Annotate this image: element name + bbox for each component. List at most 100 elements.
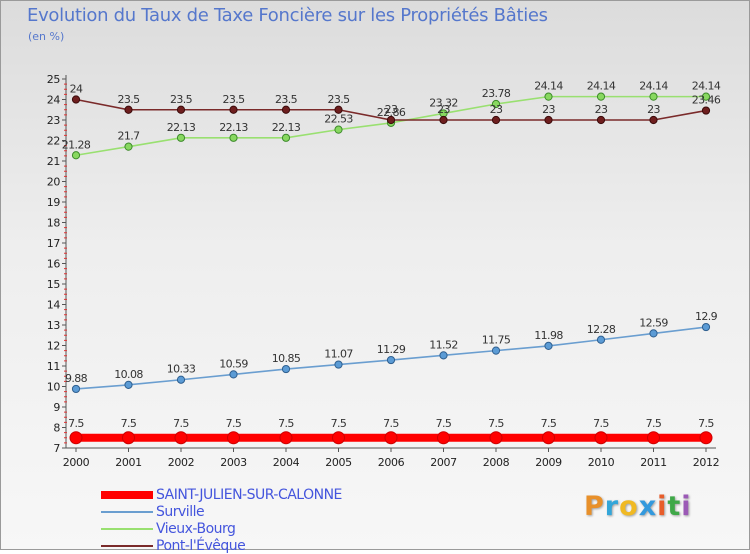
x-tick-label: 2009 — [535, 456, 562, 469]
data-point — [491, 99, 501, 109]
data-label: 23.46 — [692, 94, 721, 107]
data-point — [227, 431, 240, 445]
y-tick-label: 14 — [47, 299, 61, 312]
data-point — [281, 133, 291, 142]
brand-letter: i — [657, 491, 668, 522]
x-tick-label: 2012 — [693, 456, 719, 469]
data-label: 11.52 — [429, 338, 458, 351]
data-point — [439, 351, 448, 360]
data-point — [647, 431, 660, 445]
legend-swatch — [101, 527, 153, 530]
data-label: 23.78 — [482, 87, 511, 100]
data-label: 21.7 — [117, 130, 140, 143]
data-label: 7.5 — [173, 417, 189, 430]
data-label: 12.9 — [695, 310, 718, 323]
data-label: 23 — [647, 103, 660, 116]
series-pont-l-v-que: 24 23.5 23.5 23.5 23.5 23.5 23 23 23 23 23 23 23.46 — [70, 83, 721, 125]
legend-item: Surville — [101, 503, 342, 520]
data-point — [491, 346, 501, 355]
x-tick-label: 2001 — [115, 456, 141, 469]
axes-group: 7 8 9 10 11 12 13 14 15 16 17 18 19 20 21 22 23 24 25 2000 2… — [47, 73, 720, 469]
data-label: 7.5 — [436, 417, 452, 430]
data-label: 23 — [595, 103, 608, 116]
x-tick-label: 2004 — [273, 456, 300, 469]
data-point — [489, 431, 503, 445]
data-label: 11.29 — [377, 343, 406, 356]
data-label: 24.14 — [534, 80, 563, 93]
data-point — [649, 92, 658, 101]
data-label: 7.5 — [121, 417, 137, 430]
data-label: 7.5 — [646, 417, 662, 430]
y-tick-label: 24 — [47, 94, 61, 107]
x-tick-label: 2006 — [378, 456, 405, 469]
data-label: 23 — [437, 103, 450, 116]
y-tick-label: 19 — [47, 196, 61, 209]
data-point — [594, 431, 608, 445]
legend-label: Vieux-Bourg — [156, 520, 236, 537]
legend-label: Surville — [156, 503, 205, 520]
data-point — [491, 115, 501, 125]
y-tick-label: 22 — [47, 135, 60, 148]
y-tick-label: 17 — [47, 237, 61, 250]
data-label: 11.98 — [534, 329, 563, 342]
data-point — [596, 335, 606, 344]
legend: SAINT-JULIEN-SUR-CALONNE Surville Vieux-Bo… — [101, 486, 342, 554]
data-point — [439, 115, 448, 125]
x-tick-label: 2005 — [325, 456, 352, 469]
brand-letter: i — [681, 491, 692, 522]
data-point — [649, 115, 658, 125]
data-label: 7.5 — [68, 417, 84, 430]
y-tick-label: 8 — [53, 422, 60, 435]
data-label: 23.32 — [429, 96, 458, 109]
legend-item: Vieux-Bourg — [101, 520, 342, 537]
unit-label: (en %) — [28, 30, 65, 43]
y-tick-label: 23 — [47, 114, 61, 127]
data-label: 24.14 — [692, 80, 721, 93]
data-point — [71, 151, 81, 160]
data-point — [701, 92, 711, 101]
data-point — [542, 431, 555, 445]
x-tick-label: 2000 — [63, 456, 90, 469]
brand-letter: x — [638, 491, 658, 522]
y-tick-label: 7 — [53, 442, 60, 455]
x-tick-label: 2011 — [640, 456, 666, 469]
data-point — [124, 105, 133, 114]
legend-item: SAINT-JULIEN-SUR-CALONNE — [101, 486, 342, 503]
data-label: 10.85 — [272, 352, 301, 365]
data-label: 10.08 — [114, 368, 143, 381]
legend-swatch — [101, 490, 153, 499]
data-point — [124, 142, 133, 151]
brand-letter: r — [604, 491, 620, 522]
data-label: 22.13 — [219, 121, 248, 134]
data-label: 21.28 — [62, 138, 91, 151]
data-point — [544, 115, 553, 125]
data-label: 7.5 — [383, 417, 399, 430]
y-tick-label: 12 — [47, 340, 60, 353]
series-surville: 9.88 10.08 10.33 10.59 10.85 11.07 11.29 11.52 1… — [65, 310, 718, 394]
data-point — [386, 115, 396, 125]
data-point — [437, 431, 450, 445]
legend-label: Pont-l'Évêque — [156, 537, 246, 554]
legend-item: Pont-l'Évêque — [101, 537, 342, 554]
plot-group: 7.5 7.5 7.5 7.5 7.5 7.5 7.5 7.5 7.5 7.5 7.5 7.5 7.5 9… — [62, 80, 721, 445]
x-tick-label: 2002 — [168, 456, 194, 469]
x-tick-label: 2007 — [430, 456, 457, 469]
data-label: 23.5 — [222, 93, 245, 106]
brand-letter: o — [619, 491, 639, 522]
data-point — [334, 125, 343, 134]
data-point — [229, 370, 238, 379]
y-tick-label: 18 — [47, 217, 61, 230]
data-label: 11.07 — [324, 348, 353, 361]
legend-swatch — [101, 510, 153, 513]
data-point — [544, 341, 553, 351]
legend-swatch — [101, 544, 153, 547]
data-label: 24.14 — [639, 80, 668, 93]
y-tick-label: 13 — [47, 319, 61, 332]
data-label: 10.33 — [167, 363, 196, 376]
data-label: 22.13 — [167, 121, 196, 134]
legend-label: SAINT-JULIEN-SUR-CALONNE — [156, 486, 342, 503]
data-point — [229, 105, 238, 114]
data-label: 7.5 — [488, 417, 504, 430]
data-point — [281, 105, 291, 114]
